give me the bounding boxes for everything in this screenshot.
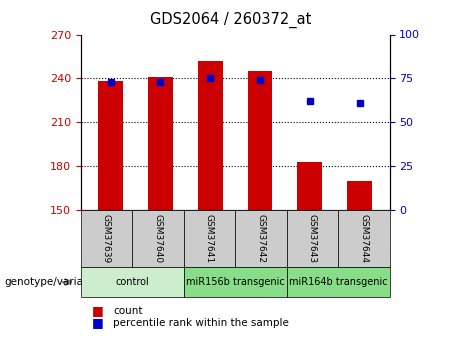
Text: GDS2064 / 260372_at: GDS2064 / 260372_at bbox=[150, 12, 311, 28]
Text: miR164b transgenic: miR164b transgenic bbox=[289, 277, 387, 287]
Text: GSM37639: GSM37639 bbox=[102, 214, 111, 264]
Text: control: control bbox=[115, 277, 149, 287]
Bar bbox=[98, 81, 123, 210]
Bar bbox=[198, 61, 223, 210]
Text: genotype/variation: genotype/variation bbox=[5, 277, 104, 287]
Text: GSM37644: GSM37644 bbox=[359, 214, 368, 264]
Bar bbox=[297, 162, 322, 210]
Text: GSM37640: GSM37640 bbox=[154, 214, 162, 264]
Text: percentile rank within the sample: percentile rank within the sample bbox=[113, 318, 289, 327]
Text: ■: ■ bbox=[92, 316, 104, 329]
Text: GSM37641: GSM37641 bbox=[205, 214, 214, 264]
Bar bbox=[148, 77, 173, 210]
Bar bbox=[347, 181, 372, 210]
Text: count: count bbox=[113, 306, 142, 315]
Bar bbox=[248, 71, 272, 210]
Text: GSM37643: GSM37643 bbox=[308, 214, 317, 264]
Text: ■: ■ bbox=[92, 304, 104, 317]
Text: miR156b transgenic: miR156b transgenic bbox=[186, 277, 284, 287]
Text: GSM37642: GSM37642 bbox=[256, 214, 266, 264]
